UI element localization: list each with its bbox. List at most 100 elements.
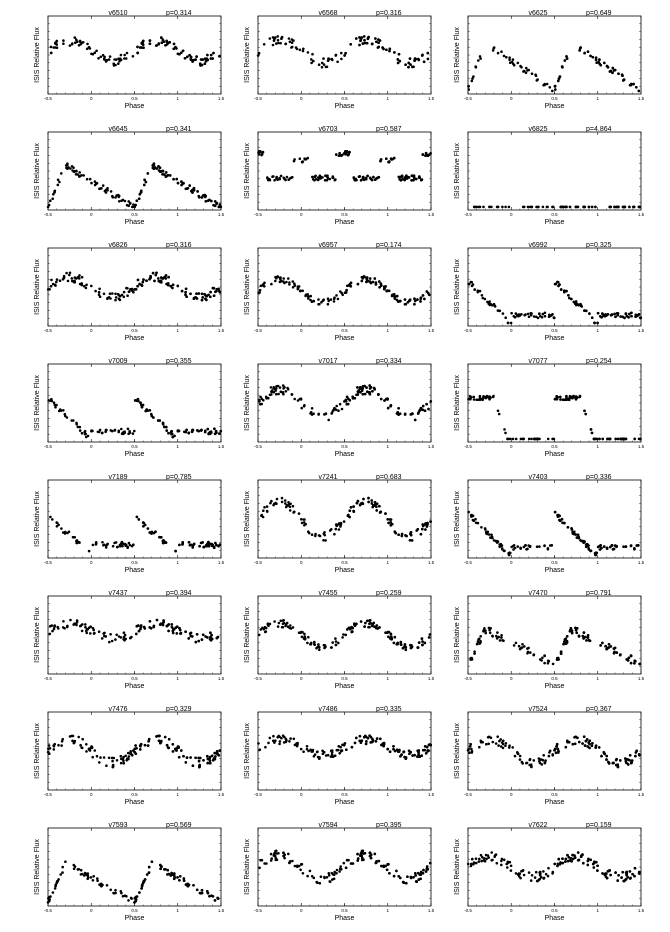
data-point	[590, 431, 594, 435]
data-point	[137, 629, 141, 633]
data-point	[189, 292, 192, 296]
data-point	[589, 549, 592, 553]
data-point	[523, 645, 526, 648]
data-point	[502, 54, 506, 58]
data-point	[361, 387, 365, 390]
data-point	[283, 281, 286, 285]
data-point	[637, 437, 641, 441]
data-point	[161, 38, 165, 41]
data-point	[397, 407, 400, 410]
data-point	[155, 167, 159, 170]
data-point	[85, 750, 88, 753]
data-point	[146, 409, 149, 412]
data-point	[326, 59, 330, 62]
data-point	[611, 548, 615, 551]
data-point	[388, 750, 392, 753]
data-point	[421, 294, 425, 297]
data-point	[122, 295, 126, 299]
data-point	[568, 296, 571, 300]
panel-period: p=4.864	[586, 126, 612, 133]
data-point	[362, 275, 366, 278]
x-tick-label: 1.5	[218, 328, 225, 333]
data-point	[161, 423, 165, 426]
data-point	[360, 739, 364, 742]
x-tick-label: 0.5	[551, 212, 558, 217]
x-tick-label: 1	[386, 444, 389, 449]
data-point	[285, 280, 288, 284]
data-point	[326, 753, 330, 757]
data-point	[382, 743, 386, 746]
data-point	[212, 545, 216, 549]
data-point	[56, 178, 60, 182]
data-point	[526, 205, 530, 209]
data-point	[543, 311, 547, 315]
data-point	[386, 406, 390, 410]
data-point	[97, 630, 101, 633]
data-point	[119, 58, 123, 62]
data-point	[176, 429, 180, 432]
data-point	[49, 45, 53, 49]
panel-title: v7017	[318, 358, 337, 365]
data-point	[408, 57, 412, 60]
data-point	[413, 302, 416, 306]
data-point	[217, 205, 221, 209]
data-point	[117, 62, 120, 65]
data-point	[257, 151, 260, 154]
data-point	[421, 640, 424, 643]
data-point	[360, 279, 364, 283]
data-point	[392, 747, 395, 751]
data-point	[589, 428, 593, 431]
data-point	[623, 205, 626, 209]
data-point	[167, 737, 171, 741]
x-tick-label: 1	[596, 676, 599, 681]
data-point	[213, 200, 217, 203]
data-point	[353, 741, 357, 745]
data-point	[628, 312, 631, 316]
data-point	[396, 411, 400, 414]
data-point	[393, 51, 396, 54]
data-point	[403, 412, 407, 416]
data-point	[288, 281, 291, 284]
data-point	[259, 150, 262, 154]
data-point	[328, 529, 332, 532]
data-point	[402, 750, 405, 754]
data-point	[423, 297, 426, 301]
x-tick-label: 0.5	[131, 328, 138, 333]
x-tick-label: 1	[596, 328, 599, 333]
data-point	[287, 503, 291, 506]
data-point	[389, 632, 393, 636]
data-point	[425, 525, 429, 528]
data-point	[111, 194, 114, 198]
data-point	[303, 637, 307, 640]
data-point	[364, 742, 368, 746]
data-point	[570, 528, 574, 531]
data-point	[290, 46, 293, 49]
data-point	[594, 58, 598, 62]
data-point	[61, 278, 65, 281]
data-point	[270, 390, 273, 393]
data-point	[413, 753, 416, 757]
data-point	[49, 399, 52, 402]
data-point	[305, 747, 309, 751]
data-point	[522, 545, 526, 549]
data-point	[334, 54, 338, 57]
data-point	[514, 437, 518, 441]
data-point	[382, 47, 385, 51]
data-point	[175, 47, 178, 50]
data-point	[386, 630, 390, 634]
data-point	[578, 395, 581, 399]
data-point	[55, 39, 59, 43]
data-point	[275, 392, 278, 396]
data-point	[55, 43, 58, 46]
data-point	[275, 175, 279, 179]
data-point	[628, 205, 631, 209]
panel-period: p=0.325	[586, 242, 612, 249]
data-point	[620, 437, 624, 441]
data-point	[60, 527, 63, 530]
data-point	[90, 181, 93, 185]
data-point	[102, 292, 106, 296]
data-point	[94, 543, 98, 546]
data-point	[584, 635, 587, 639]
data-point	[371, 390, 374, 393]
